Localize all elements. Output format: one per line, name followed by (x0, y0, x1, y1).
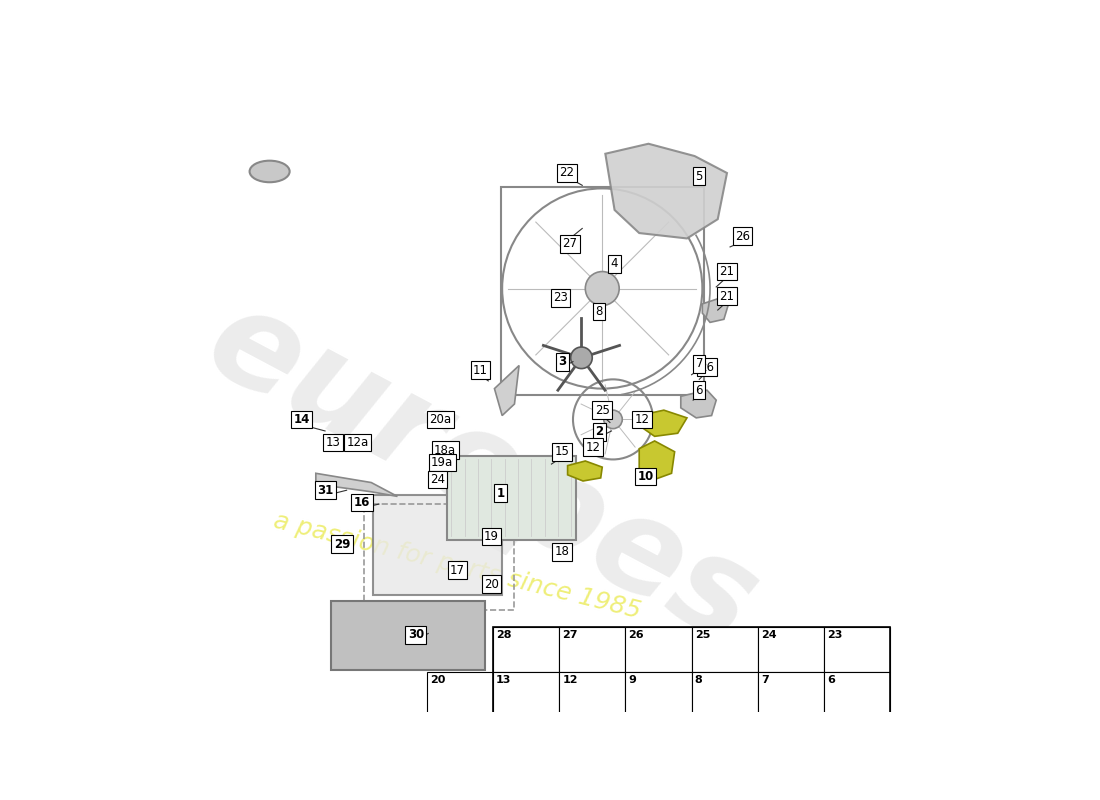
FancyBboxPatch shape (493, 672, 559, 717)
FancyBboxPatch shape (331, 601, 485, 670)
Text: 2: 2 (595, 426, 603, 438)
Text: 20: 20 (430, 675, 446, 685)
Text: 16: 16 (354, 496, 371, 509)
Polygon shape (605, 144, 727, 238)
Text: 14: 14 (294, 413, 310, 426)
Text: 19a: 19a (431, 456, 453, 469)
FancyBboxPatch shape (559, 627, 625, 672)
Circle shape (571, 347, 592, 369)
Text: 22: 22 (559, 166, 574, 179)
Text: 7: 7 (695, 358, 703, 370)
Text: 25: 25 (595, 404, 609, 417)
Text: 8: 8 (595, 305, 603, 318)
Text: 25: 25 (695, 630, 710, 640)
Polygon shape (639, 410, 686, 436)
Text: 24: 24 (761, 630, 777, 640)
Text: 31: 31 (317, 484, 333, 497)
Text: 18a: 18a (434, 444, 456, 457)
Text: 1: 1 (496, 487, 505, 500)
Text: 29: 29 (333, 538, 350, 550)
Text: 12a: 12a (346, 436, 368, 449)
Text: 18: 18 (554, 546, 570, 558)
FancyBboxPatch shape (824, 672, 890, 717)
Text: 12: 12 (635, 413, 650, 426)
Circle shape (585, 271, 619, 306)
Text: 8: 8 (695, 675, 703, 685)
FancyBboxPatch shape (559, 672, 625, 717)
Ellipse shape (250, 161, 289, 182)
Text: 6: 6 (695, 384, 703, 397)
Text: 21: 21 (719, 265, 735, 278)
Text: 17: 17 (450, 564, 465, 577)
Text: 3: 3 (558, 355, 566, 368)
Text: a passion for parts since 1985: a passion for parts since 1985 (271, 508, 644, 623)
Text: 13: 13 (496, 675, 512, 685)
Text: 20: 20 (484, 578, 498, 590)
Polygon shape (703, 298, 728, 322)
FancyBboxPatch shape (692, 627, 758, 672)
FancyBboxPatch shape (373, 495, 502, 595)
Text: 10: 10 (637, 470, 653, 483)
FancyBboxPatch shape (824, 627, 890, 672)
Text: 4: 4 (610, 258, 618, 270)
Text: 13: 13 (326, 436, 340, 449)
Text: 27: 27 (562, 238, 578, 250)
Text: 5: 5 (695, 170, 703, 182)
Text: 11: 11 (473, 364, 488, 377)
FancyBboxPatch shape (758, 627, 824, 672)
FancyBboxPatch shape (427, 672, 493, 717)
FancyBboxPatch shape (493, 627, 559, 672)
Text: 28: 28 (496, 630, 512, 640)
Polygon shape (316, 474, 397, 496)
Text: 7: 7 (761, 675, 769, 685)
FancyBboxPatch shape (625, 672, 692, 717)
FancyBboxPatch shape (625, 627, 692, 672)
Polygon shape (639, 441, 674, 479)
Text: 6: 6 (827, 675, 835, 685)
FancyBboxPatch shape (692, 672, 758, 717)
Polygon shape (568, 461, 603, 481)
Text: 15: 15 (554, 446, 570, 458)
Text: 24: 24 (430, 473, 446, 486)
Text: europes: europes (186, 276, 778, 670)
Text: 23: 23 (553, 291, 568, 304)
Text: 30: 30 (408, 629, 424, 642)
Polygon shape (681, 390, 716, 418)
Text: 26: 26 (628, 630, 645, 640)
Text: 26: 26 (735, 230, 750, 242)
Text: 23: 23 (827, 630, 843, 640)
Text: 19: 19 (484, 530, 499, 543)
Text: 12: 12 (562, 675, 578, 685)
Text: 21: 21 (719, 290, 735, 302)
FancyBboxPatch shape (447, 456, 576, 539)
FancyBboxPatch shape (758, 672, 824, 717)
Text: 9: 9 (628, 675, 636, 685)
Polygon shape (495, 366, 519, 415)
Text: 27: 27 (562, 630, 578, 640)
Circle shape (604, 410, 623, 429)
Text: 12: 12 (585, 441, 601, 454)
Text: 26: 26 (700, 361, 715, 374)
Text: 20a: 20a (429, 413, 452, 426)
